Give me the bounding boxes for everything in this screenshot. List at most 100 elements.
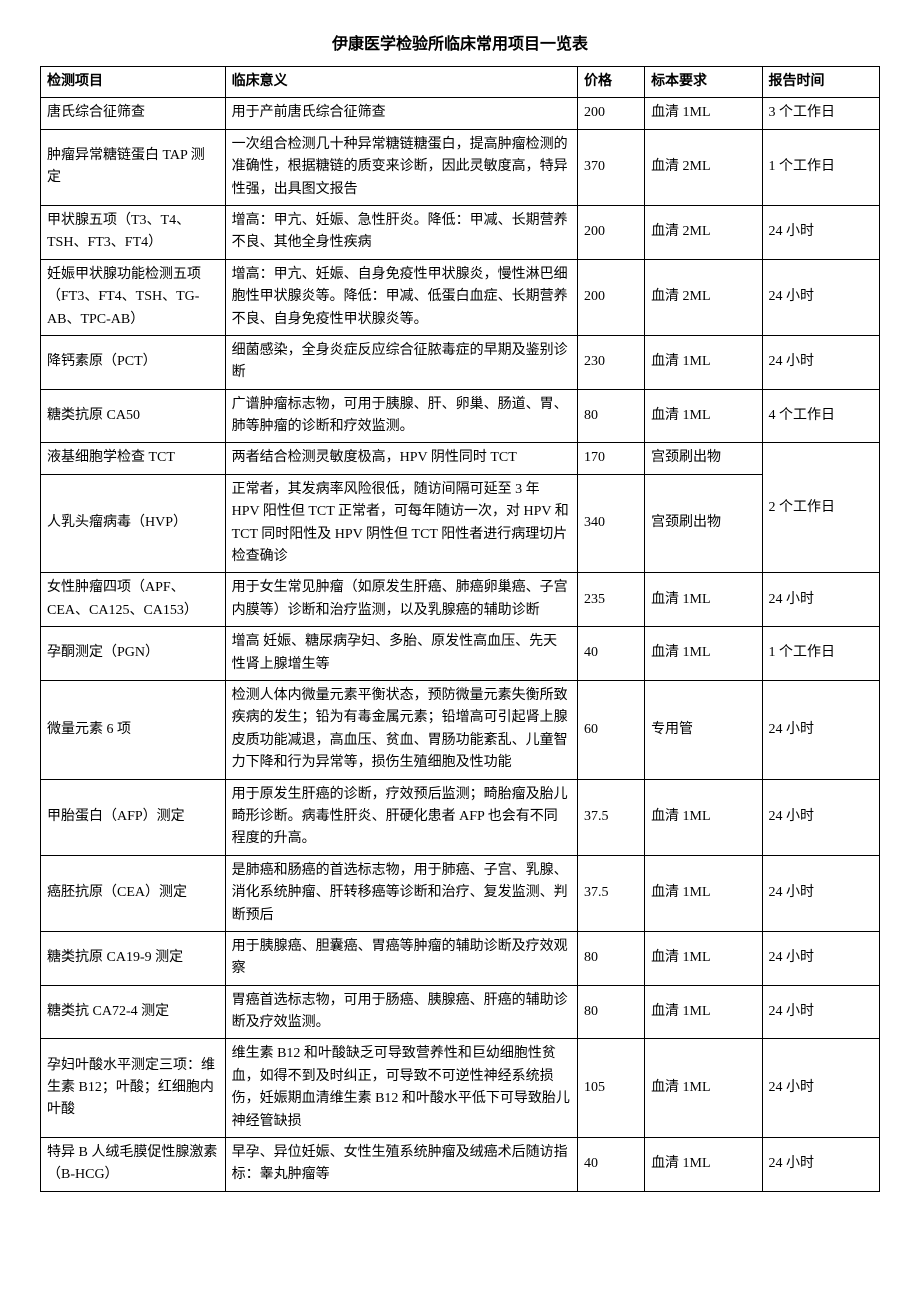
cell-meaning: 早孕、异位妊娠、女性生殖系统肿瘤及绒癌术后随访指标：睾丸肿瘤等 <box>225 1138 577 1192</box>
cell-meaning: 一次组合检测几十种异常糖链糖蛋白，提高肿瘤检测的准确性，根据糖链的质变来诊断，因… <box>225 129 577 205</box>
cell-sample: 血清 1ML <box>645 1039 762 1138</box>
cell-meaning: 增高 妊娠、糖尿病孕妇、多胎、原发性高血压、先天性肾上腺增生等 <box>225 627 577 681</box>
cell-meaning: 是肺癌和肠癌的首选标志物，用于肺癌、子宫、乳腺、消化系统肿瘤、肝转移癌等诊断和治… <box>225 855 577 931</box>
cell-sample: 血清 1ML <box>645 1138 762 1192</box>
cell-meaning: 用于胰腺癌、胆囊癌、胃癌等肿瘤的辅助诊断及疗效观察 <box>225 931 577 985</box>
table-row: 肿瘤异常糖链蛋白 TAP 测定一次组合检测几十种异常糖链糖蛋白，提高肿瘤检测的准… <box>41 129 880 205</box>
cell-time: 24 小时 <box>762 779 879 855</box>
cell-time: 24 小时 <box>762 931 879 985</box>
cell-meaning: 用于原发生肝癌的诊断，疗效预后监测；畸胎瘤及胎儿畸形诊断。病毒性肝炎、肝硬化患者… <box>225 779 577 855</box>
cell-sample: 血清 1ML <box>645 627 762 681</box>
table-header-row: 检测项目 临床意义 价格 标本要求 报告时间 <box>41 67 880 98</box>
table-row: 糖类抗原 CA50广谱肿瘤标志物，可用于胰腺、肝、卵巢、肠道、胃、肺等肿瘤的诊断… <box>41 389 880 443</box>
table-row: 甲胎蛋白（AFP）测定用于原发生肝癌的诊断，疗效预后监测；畸胎瘤及胎儿畸形诊断。… <box>41 779 880 855</box>
cell-price: 37.5 <box>577 855 644 931</box>
cell-time: 24 小时 <box>762 573 879 627</box>
cell-item: 微量元素 6 项 <box>41 680 226 779</box>
cell-time: 24 小时 <box>762 1039 879 1138</box>
cell-price: 40 <box>577 627 644 681</box>
cell-meaning: 两者结合检测灵敏度极高，HPV 阴性同时 TCT <box>225 443 577 474</box>
col-header-item: 检测项目 <box>41 67 226 98</box>
cell-sample: 血清 1ML <box>645 779 762 855</box>
cell-price: 170 <box>577 443 644 474</box>
cell-item: 唐氏综合征筛查 <box>41 98 226 129</box>
cell-price: 37.5 <box>577 779 644 855</box>
col-header-time: 报告时间 <box>762 67 879 98</box>
table-row: 降钙素原（PCT）细菌感染，全身炎症反应综合征脓毒症的早期及鉴别诊断230血清 … <box>41 335 880 389</box>
cell-time: 24 小时 <box>762 259 879 335</box>
cell-time: 24 小时 <box>762 205 879 259</box>
cell-time: 24 小时 <box>762 985 879 1039</box>
items-table: 检测项目 临床意义 价格 标本要求 报告时间 唐氏综合征筛查用于产前唐氏综合征筛… <box>40 66 880 1192</box>
cell-price: 80 <box>577 985 644 1039</box>
cell-time: 24 小时 <box>762 855 879 931</box>
cell-price: 80 <box>577 931 644 985</box>
table-row: 特异 B 人绒毛膜促性腺激素（B-HCG）早孕、异位妊娠、女性生殖系统肿瘤及绒癌… <box>41 1138 880 1192</box>
cell-sample: 宫颈刷出物 <box>645 443 762 474</box>
cell-price: 235 <box>577 573 644 627</box>
table-row: 人乳头瘤病毒（HVP）正常者，其发病率风险很低，随访间隔可延至 3 年 HPV … <box>41 474 880 573</box>
cell-price: 200 <box>577 205 644 259</box>
cell-item: 癌胚抗原（CEA）测定 <box>41 855 226 931</box>
cell-meaning: 维生素 B12 和叶酸缺乏可导致营养性和巨幼细胞性贫血，如得不到及时纠正，可导致… <box>225 1039 577 1138</box>
cell-price: 370 <box>577 129 644 205</box>
cell-item: 糖类抗原 CA50 <box>41 389 226 443</box>
cell-meaning: 细菌感染，全身炎症反应综合征脓毒症的早期及鉴别诊断 <box>225 335 577 389</box>
col-header-sample: 标本要求 <box>645 67 762 98</box>
cell-item: 甲胎蛋白（AFP）测定 <box>41 779 226 855</box>
cell-price: 200 <box>577 259 644 335</box>
cell-price: 340 <box>577 474 644 573</box>
table-row: 甲状腺五项（T3、T4、TSH、FT3、FT4）增高：甲亢、妊娠、急性肝炎。降低… <box>41 205 880 259</box>
cell-meaning: 广谱肿瘤标志物，可用于胰腺、肝、卵巢、肠道、胃、肺等肿瘤的诊断和疗效监测。 <box>225 389 577 443</box>
cell-time: 24 小时 <box>762 680 879 779</box>
cell-item: 孕酮测定（PGN） <box>41 627 226 681</box>
cell-sample: 血清 1ML <box>645 931 762 985</box>
cell-sample: 血清 1ML <box>645 573 762 627</box>
cell-time: 24 小时 <box>762 335 879 389</box>
cell-meaning: 胃癌首选标志物，可用于肠癌、胰腺癌、肝癌的辅助诊断及疗效监测。 <box>225 985 577 1039</box>
cell-meaning: 用于女生常见肿瘤（如原发生肝癌、肺癌卵巢癌、子宫内膜等）诊断和治疗监测，以及乳腺… <box>225 573 577 627</box>
table-row: 癌胚抗原（CEA）测定是肺癌和肠癌的首选标志物，用于肺癌、子宫、乳腺、消化系统肿… <box>41 855 880 931</box>
table-row: 唐氏综合征筛查用于产前唐氏综合征筛查200血清 1ML3 个工作日 <box>41 98 880 129</box>
table-row: 孕妇叶酸水平测定三项：维生素 B12；叶酸；红细胞内叶酸维生素 B12 和叶酸缺… <box>41 1039 880 1138</box>
cell-item: 特异 B 人绒毛膜促性腺激素（B-HCG） <box>41 1138 226 1192</box>
cell-meaning: 用于产前唐氏综合征筛查 <box>225 98 577 129</box>
table-row: 糖类抗原 CA19-9 测定用于胰腺癌、胆囊癌、胃癌等肿瘤的辅助诊断及疗效观察8… <box>41 931 880 985</box>
cell-sample: 血清 2ML <box>645 205 762 259</box>
cell-item: 女性肿瘤四项（APF、CEA、CA125、CA153） <box>41 573 226 627</box>
cell-price: 105 <box>577 1039 644 1138</box>
cell-item: 降钙素原（PCT） <box>41 335 226 389</box>
cell-sample: 血清 1ML <box>645 98 762 129</box>
cell-item: 肿瘤异常糖链蛋白 TAP 测定 <box>41 129 226 205</box>
cell-sample: 血清 2ML <box>645 129 762 205</box>
cell-sample: 血清 1ML <box>645 855 762 931</box>
cell-price: 230 <box>577 335 644 389</box>
col-header-meaning: 临床意义 <box>225 67 577 98</box>
cell-item: 糖类抗原 CA19-9 测定 <box>41 931 226 985</box>
cell-time: 2 个工作日 <box>762 443 879 573</box>
table-row: 液基细胞学检查 TCT两者结合检测灵敏度极高，HPV 阴性同时 TCT170宫颈… <box>41 443 880 474</box>
cell-time: 24 小时 <box>762 1138 879 1192</box>
cell-meaning: 增高：甲亢、妊娠、自身免疫性甲状腺炎，慢性淋巴细胞性甲状腺炎等。降低：甲减、低蛋… <box>225 259 577 335</box>
table-row: 糖类抗 CA72-4 测定胃癌首选标志物，可用于肠癌、胰腺癌、肝癌的辅助诊断及疗… <box>41 985 880 1039</box>
cell-meaning: 增高：甲亢、妊娠、急性肝炎。降低：甲减、长期营养不良、其他全身性疾病 <box>225 205 577 259</box>
table-row: 妊娠甲状腺功能检测五项（FT3、FT4、TSH、TG-AB、TPC-AB）增高：… <box>41 259 880 335</box>
cell-sample: 血清 1ML <box>645 335 762 389</box>
cell-price: 80 <box>577 389 644 443</box>
cell-sample: 血清 1ML <box>645 389 762 443</box>
cell-item: 妊娠甲状腺功能检测五项（FT3、FT4、TSH、TG-AB、TPC-AB） <box>41 259 226 335</box>
cell-price: 200 <box>577 98 644 129</box>
cell-item: 孕妇叶酸水平测定三项：维生素 B12；叶酸；红细胞内叶酸 <box>41 1039 226 1138</box>
cell-item: 糖类抗 CA72-4 测定 <box>41 985 226 1039</box>
cell-meaning: 检测人体内微量元素平衡状态，预防微量元素失衡所致疾病的发生；铅为有毒金属元素；铅… <box>225 680 577 779</box>
cell-time: 3 个工作日 <box>762 98 879 129</box>
cell-price: 40 <box>577 1138 644 1192</box>
table-row: 微量元素 6 项检测人体内微量元素平衡状态，预防微量元素失衡所致疾病的发生；铅为… <box>41 680 880 779</box>
cell-time: 1 个工作日 <box>762 129 879 205</box>
cell-item: 液基细胞学检查 TCT <box>41 443 226 474</box>
cell-time: 1 个工作日 <box>762 627 879 681</box>
cell-time: 4 个工作日 <box>762 389 879 443</box>
cell-price: 60 <box>577 680 644 779</box>
cell-item: 人乳头瘤病毒（HVP） <box>41 474 226 573</box>
cell-sample: 宫颈刷出物 <box>645 474 762 573</box>
